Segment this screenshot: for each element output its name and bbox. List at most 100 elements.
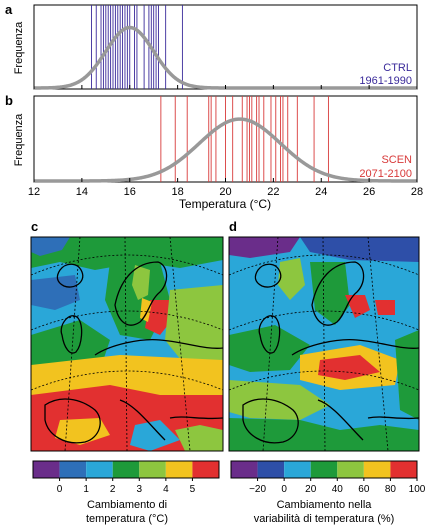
panel-b-tick-label: 16 (124, 186, 136, 198)
map-c-baltic-warm (140, 298, 152, 322)
panel-c-colorbar: 0 1 2 3 4 5 (32, 460, 220, 495)
panel-a-annotation-2: 1961-1990 (359, 75, 412, 87)
map-c-iberia-warm (55, 418, 110, 445)
panel-a-ticks (33, 85, 418, 89)
panel-a-ylabel: Frequenza (13, 21, 25, 74)
map-d-frame (228, 236, 420, 452)
map-d-arctic-purple (229, 237, 300, 258)
colorbar-swatch (86, 461, 113, 478)
colorbar-tick-label: −20 (249, 484, 266, 495)
colorbar-tick-label: 2 (110, 484, 116, 495)
panel-d-legend-title-2: variabilità di temperatura (%) (254, 513, 395, 525)
map-c-coast-british-isles (60, 315, 83, 354)
map-d-scandinavia (310, 262, 350, 325)
panel-b-ticks (33, 178, 418, 182)
map-c-southeast-warm (175, 425, 223, 451)
colorbar-swatch (337, 461, 364, 478)
colorbar-tick-label: 40 (332, 484, 344, 495)
panel-b-tick-label: 26 (363, 186, 375, 198)
panel-d-colorbar: −20 0 20 40 60 80 100 (230, 460, 425, 495)
map-d-west-green (229, 325, 310, 372)
colorbar-frame (230, 460, 418, 479)
panel-b-annotation-2: 2071-2100 (359, 168, 412, 180)
panel-b-tick-label: 22 (267, 186, 279, 198)
colorbar-tick-label: 3 (137, 484, 143, 495)
map-d-north-blue (300, 237, 419, 262)
map-d-baltic-hot (345, 295, 370, 318)
map-c-coast-scandinavia (114, 261, 168, 326)
map-c-graticule-lat-1 (31, 254, 223, 276)
map-d-coast-north-europe (291, 339, 419, 356)
colorbar-swatch (363, 461, 391, 478)
panel-d-legend-title-1: Cambiamento nella (277, 499, 373, 511)
colorbar-tick-label: 80 (385, 484, 397, 495)
map-c-coast-north-europe (94, 339, 223, 356)
map-c-atlantic-cool (31, 275, 80, 310)
panel-c: c (30, 219, 224, 525)
map-c-scandinavia-warm (132, 265, 150, 300)
map-d-central-hot (318, 355, 380, 380)
map-d-east-green (395, 330, 419, 420)
colorbar-frame (32, 460, 220, 479)
map-c-graticule-lat-2 (31, 310, 223, 331)
panel-c-legend-title-2: temperatura (°C) (86, 513, 168, 525)
map-d-norwegian-sea (278, 258, 305, 300)
map-c-coast-iceland (56, 263, 84, 288)
map-c-mediterranean (130, 420, 180, 451)
panel-a: a Frequenza CTRL 1961-1990 (5, 2, 418, 90)
map-d-graticule-lat-3 (229, 370, 419, 391)
colorbar-swatch (165, 461, 193, 478)
map-d-southwest-green (229, 380, 330, 420)
map-c-baltic-hot (145, 300, 172, 335)
map-d-coast-iceland (254, 263, 282, 288)
panel-b-tick-label: 12 (28, 186, 40, 198)
map-d-coast-british-isles (258, 315, 281, 354)
map-c-graticule-lat-3 (31, 370, 223, 391)
colorbar-swatch (310, 461, 338, 478)
map-c-arctic-blob (31, 237, 70, 256)
colorbar-tick-label: 60 (358, 484, 370, 495)
colorbar-swatch (192, 461, 219, 478)
panel-a-label: a (5, 2, 13, 17)
map-c (31, 237, 223, 451)
map-d-coast-scandinavia (311, 261, 365, 326)
colorbar-tick-label: 4 (163, 484, 169, 495)
colorbar-tick-label: 0 (57, 484, 63, 495)
colorbar-swatch (284, 461, 311, 478)
panel-c-legend-title-1: Cambiamento di (87, 499, 167, 511)
map-c-central-warm (31, 355, 223, 400)
panel-d: d (228, 219, 425, 525)
colorbar-swatch (112, 461, 140, 478)
map-d-graticule-lat-1 (229, 254, 419, 276)
map-d (229, 237, 419, 451)
map-d-coast-iberia (242, 398, 299, 444)
colorbar-swatch (139, 461, 166, 478)
colorbar-swatch (33, 461, 60, 478)
panel-c-label: c (31, 219, 38, 234)
panel-b-fit-curve (34, 117, 418, 183)
panel-d-label: d (229, 219, 237, 234)
colorbar-swatch (390, 461, 417, 478)
map-d-graticule-lat-2 (229, 310, 419, 331)
colorbar-tick-label: 1 (83, 484, 89, 495)
panel-b-tick-labels: 12 14 16 18 20 22 24 26 28 (28, 186, 423, 198)
panel-b-label: b (5, 93, 13, 108)
panel-b-tick-label: 20 (219, 186, 231, 198)
colorbar-tick-label: 20 (305, 484, 317, 495)
panel-b-tick-label: 18 (172, 186, 184, 198)
map-c-frame (30, 236, 224, 452)
colorbar-swatch (257, 461, 285, 478)
colorbar-swatch (59, 461, 87, 478)
colorbar-swatch (231, 461, 258, 478)
panel-b: b Frequenza 12 14 16 18 20 22 24 26 28 SCEN 2071… (5, 93, 423, 211)
map-d-coast-mediterranean (317, 399, 419, 441)
map-d-east-hot (375, 300, 395, 315)
panel-b-tick-label: 28 (411, 186, 423, 198)
map-c-band-north (31, 237, 223, 270)
panel-b-tick-label: 14 (76, 186, 88, 198)
colorbar-tick-label: 100 (409, 484, 425, 495)
map-c-east-warm (165, 285, 223, 365)
panel-a-frame (33, 4, 418, 90)
panel-a-annotation-1: CTRL (383, 62, 412, 74)
